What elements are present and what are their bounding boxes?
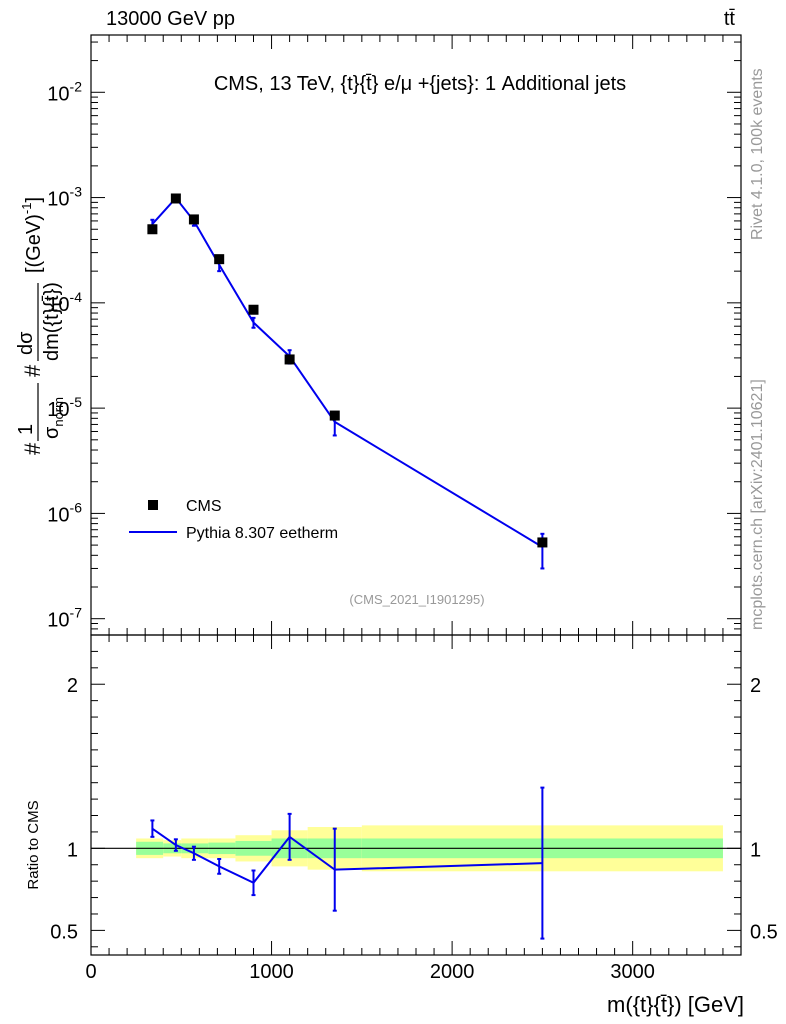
x-tick-label: 1000 (249, 961, 294, 983)
cms-data-point (170, 193, 181, 204)
legend-cms-marker (148, 500, 158, 510)
ratio-tick-label-left: 2 (67, 675, 78, 697)
y-label-one: 1 (15, 424, 37, 435)
ratio-tick-label-left: 1 (67, 839, 78, 861)
y-label-norm: norm (51, 397, 66, 427)
svg-text:#: # (20, 442, 45, 455)
pythia-main-line (151, 196, 543, 548)
x-tick-label: 0 (85, 961, 96, 983)
process-label: tt̄ (724, 8, 736, 30)
x-tick-label: 3000 (610, 961, 655, 983)
series-layer (147, 193, 548, 940)
pythia-ratio-line (151, 827, 543, 885)
rivet-version-label: Rivet 4.1.0, 100k events (749, 68, 766, 240)
ratio-tick-label-right: 2 (750, 675, 761, 697)
analysis-watermark: (CMS_2021_I1901295) (349, 592, 484, 607)
main-panel-frame (90, 34, 742, 636)
ratio-y-axis-label: Ratio to CMS (25, 800, 42, 889)
y-tick-label: 10-2 (47, 78, 82, 105)
ratio-panel-frame (90, 634, 742, 956)
y-label-unit: [(GeV) (23, 214, 45, 273)
cms-data-point (537, 537, 548, 548)
axes-ticks: 0 1000 2000 3000 10-2 10-3 10-4 10-5 10-6 10-7 0.5… (47, 35, 778, 983)
mcplots-label: mcplots.cern.ch [arXiv:2401.10621] (749, 379, 766, 630)
cms-data-point (214, 254, 225, 265)
ratio-tick-label-right: 1 (750, 839, 761, 861)
y-tick-label: 10-6 (47, 499, 82, 526)
x-axis-label: m({t}{t̄}) [GeV] (607, 992, 744, 1017)
y-tick-label: 10-3 (47, 184, 82, 211)
energy-label: 13000 GeV pp (106, 8, 235, 30)
y-label-sigma: σ (41, 426, 63, 439)
cms-data-point (147, 224, 158, 235)
y-tick-label: 10-5 (47, 394, 82, 421)
x-tick-label: 2000 (430, 961, 475, 983)
legend-cms-label: CMS (186, 498, 222, 515)
cms-data-point (188, 214, 199, 225)
y-tick-label: 10-7 (47, 605, 82, 632)
svg-text:[(GeV)-1]: [(GeV)-1] (19, 197, 45, 273)
chart-title: CMS, 13 TeV, {t}{t̄} e/μ +{jets}: 1 Addi… (214, 73, 626, 95)
main-y-axis-label: # 1 σnorm # dσ dm({t}{t̄}) [(GeV)-1] (15, 197, 66, 455)
cms-data-point (248, 304, 259, 315)
legend-pythia-label: Pythia 8.307 eetherm (186, 525, 338, 542)
ratio-tick-label-right: 0.5 (750, 921, 778, 943)
y-label-hash1: # (20, 442, 45, 455)
y-label-exp: -1 (19, 203, 34, 215)
y-label-dm: dm({t}{t̄}) (41, 282, 63, 361)
uncertainty-bands (91, 825, 741, 872)
legend: CMS Pythia 8.307 eetherm (129, 498, 338, 542)
ratio-tick-label-left: 0.5 (50, 921, 78, 943)
y-label-hash2: # (20, 364, 45, 377)
y-label-dsigma: dσ (15, 331, 37, 355)
y-tick-label: 10-4 (47, 289, 82, 316)
cms-data-point (329, 410, 340, 421)
cms-data-point (284, 354, 295, 365)
svg-text:σnorm: σnorm (41, 397, 66, 439)
y-label-close: ] (23, 197, 45, 203)
